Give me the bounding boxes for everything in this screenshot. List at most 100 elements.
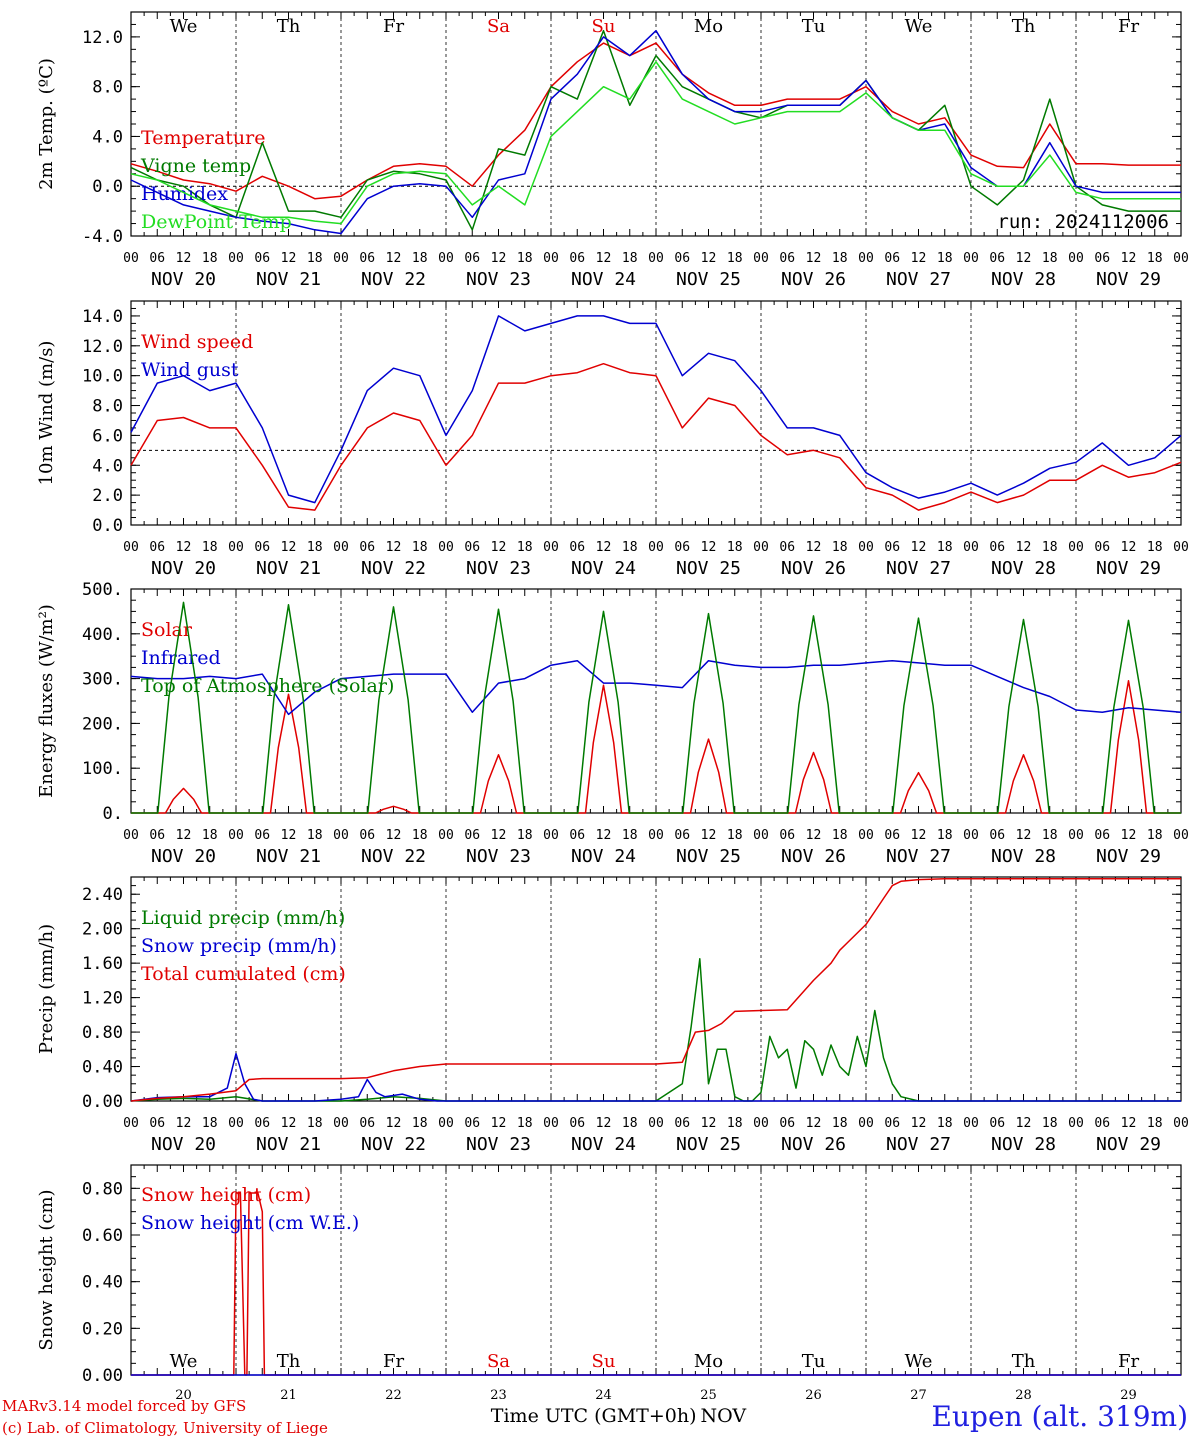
hour-tick-label: 00 [333,251,349,266]
date-label: NOV 24 [571,558,636,579]
hour-tick-label: 12 [1121,1116,1137,1131]
date-label: NOV 29 [1096,558,1161,579]
hour-tick-label: 12 [281,540,297,555]
panel-3: 0. 100. 200. 300. 400. 500. Energy fluxes (W/m… [36,580,1189,867]
date-label: NOV 28 [991,558,1056,579]
y-tick-label: 2.00 [82,920,123,940]
hour-tick-label: 00 [648,251,664,266]
y-axis-label: Snow height (cm) [36,1189,57,1350]
hour-tick-label: 18 [517,1116,533,1131]
y-axis-label: Energy fluxes (W/m²) [36,604,57,798]
y-tick-label: 6.0 [92,426,123,446]
plot-frame [130,11,1182,237]
hour-tick-label: 18 [307,251,323,266]
hour-tick-label: 18 [622,540,638,555]
y-tick-label: 0.0 [92,177,123,197]
hour-tick-label: 12 [491,1116,507,1131]
hour-tick-label: 00 [963,540,979,555]
hour-tick-label: 18 [937,828,953,843]
hour-tick-label: 00 [228,540,244,555]
hour-tick-label: 18 [727,540,743,555]
panel-2: 0.0 2.0 4.0 6.0 8.0 10.0 12.0 14.0 10m Wind (m/s… [36,300,1189,579]
hour-tick-label: 00 [438,1116,454,1131]
hour-tick-label: 06 [1094,828,1110,843]
hour-tick-label: 06 [1094,540,1110,555]
legend-entry: Total cumulated (cm) [141,963,346,985]
y-axis-label: 2m Temp. (ºC) [36,58,57,190]
hour-tick-label: 12 [911,1116,927,1131]
hour-tick-label: 00 [1173,828,1189,843]
hour-tick-label: 12 [491,251,507,266]
date-label: NOV 20 [151,1134,216,1155]
series-line [130,61,1181,225]
hour-tick-label: 18 [202,1116,218,1131]
y-tick-label: 12.0 [82,28,123,48]
date-label: NOV 24 [571,269,636,290]
legend-entry: Vigne temp [140,155,251,177]
hour-tick-label: 18 [202,828,218,843]
day-number-label: 25 [700,1388,717,1403]
hour-tick-label: 00 [1068,540,1084,555]
hour-tick-label: 12 [176,828,192,843]
weekday-label: Su [592,1351,616,1372]
hour-tick-label: 00 [1173,540,1189,555]
hour-tick-label: 18 [412,251,428,266]
y-tick-label: 0. [103,804,123,824]
hour-tick-label: 00 [858,1116,874,1131]
date-label: NOV 25 [676,269,741,290]
y-tick-label: 0.80 [82,1179,123,1199]
weekday-label: Tu [802,16,826,37]
series-line [130,958,1181,1102]
hour-tick-label: 12 [281,828,297,843]
hour-tick-label: 00 [963,828,979,843]
hour-tick-label: 12 [911,540,927,555]
hour-tick-label: 00 [648,828,664,843]
hour-tick-label: 18 [412,540,428,555]
y-tick-label: 0.40 [82,1058,123,1078]
y-tick-label: 1.20 [82,989,123,1009]
hour-tick-label: 00 [123,828,139,843]
hour-tick-label: 18 [727,828,743,843]
y-tick-label: 8.0 [92,78,123,98]
series-line [130,877,1181,1102]
hour-tick-label: 00 [963,1116,979,1131]
hour-tick-label: 00 [858,828,874,843]
hour-tick-label: 06 [674,828,690,843]
day-number-label: 20 [175,1388,192,1403]
hour-tick-label: 06 [464,828,480,843]
hour-tick-label: 12 [911,828,927,843]
hour-tick-label: 12 [596,540,612,555]
date-label: NOV 21 [256,846,321,867]
y-tick-label: 2.40 [82,885,123,905]
hour-tick-label: 06 [569,1116,585,1131]
hour-tick-label: 18 [622,828,638,843]
hour-tick-label: 06 [464,1116,480,1131]
y-tick-label: 12.0 [82,337,123,357]
series-line [130,362,1182,511]
hour-tick-label: 12 [491,540,507,555]
hour-tick-label: 18 [832,1116,848,1131]
hour-tick-label: 06 [989,828,1005,843]
hour-tick-label: 18 [622,1116,638,1131]
weekday-label: Fr [383,1351,404,1372]
hour-tick-label: 00 [438,828,454,843]
hour-tick-label: 06 [779,828,795,843]
series-line [130,29,1181,231]
hour-tick-label: 12 [281,1116,297,1131]
weekday-label: Su [592,16,616,37]
day-number-label: 28 [1015,1388,1032,1403]
weekday-label: Tu [802,1351,826,1372]
weekday-label: We [905,16,933,37]
hour-tick-label: 12 [386,828,402,843]
y-tick-label: 0.00 [82,1092,123,1112]
hour-tick-label: 06 [569,828,585,843]
hour-tick-label: 06 [674,1116,690,1131]
legend-entry: Humidex [141,183,228,205]
y-tick-label: 8.0 [92,397,123,417]
hour-tick-label: 12 [386,1116,402,1131]
hour-tick-label: 12 [1016,540,1032,555]
hour-tick-label: 18 [832,251,848,266]
weekday-label: We [905,1351,933,1372]
series-line [130,315,1182,504]
hour-tick-label: 00 [1068,828,1084,843]
